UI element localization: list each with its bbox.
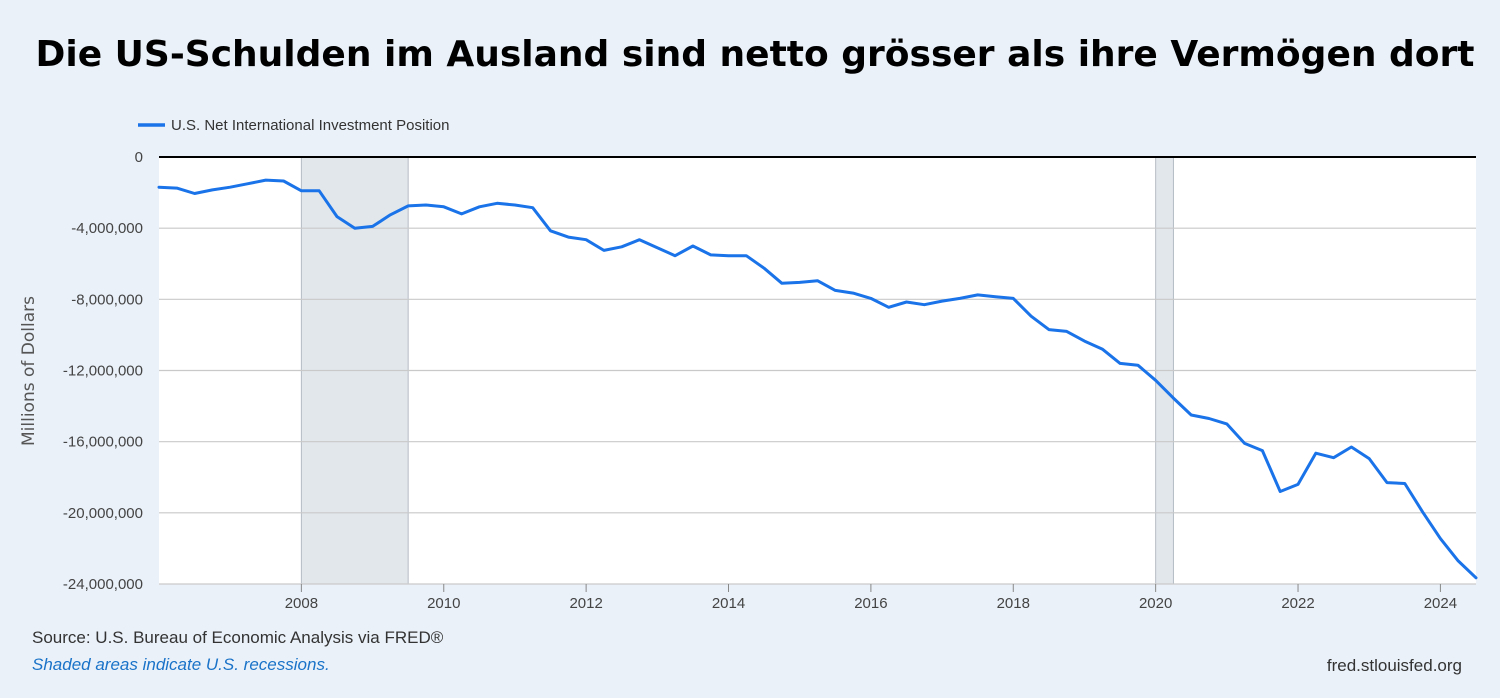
- y-axis-label: Millions of Dollars: [19, 296, 39, 446]
- x-tick-label: 2020: [1139, 595, 1172, 612]
- legend: U.S. Net International Investment Positi…: [138, 117, 449, 134]
- series-line-niip: [157, 178, 1478, 580]
- y-tick-label: -24,000,000: [63, 576, 143, 593]
- y-tick-label: -4,000,000: [71, 220, 143, 237]
- x-tick-label: 2016: [854, 595, 887, 612]
- y-tick-label: -12,000,000: [63, 363, 143, 380]
- x-tick-label: 2022: [1281, 595, 1314, 612]
- x-tick-label: 2008: [285, 595, 318, 612]
- y-tick-label: -16,000,000: [63, 434, 143, 451]
- source-note: Source: U.S. Bureau of Economic Analysis…: [32, 628, 444, 647]
- recession-note: Shaded areas indicate U.S. recessions.: [32, 655, 330, 674]
- x-tick-label: 2010: [427, 595, 460, 612]
- x-tick-label: 2012: [569, 595, 602, 612]
- chart-title: Die US-Schulden im Ausland sind netto gr…: [35, 34, 1475, 75]
- x-tick-label: 2014: [712, 595, 745, 612]
- y-tick-label: -8,000,000: [71, 291, 143, 308]
- x-tick-label: 2018: [997, 595, 1030, 612]
- x-tick-label: 2024: [1424, 595, 1457, 612]
- legend-label: U.S. Net International Investment Positi…: [171, 117, 449, 134]
- y-tick-label: -20,000,000: [63, 505, 143, 522]
- y-tick-label: 0: [135, 149, 143, 166]
- site-credit: fred.stlouisfed.org: [1326, 656, 1462, 675]
